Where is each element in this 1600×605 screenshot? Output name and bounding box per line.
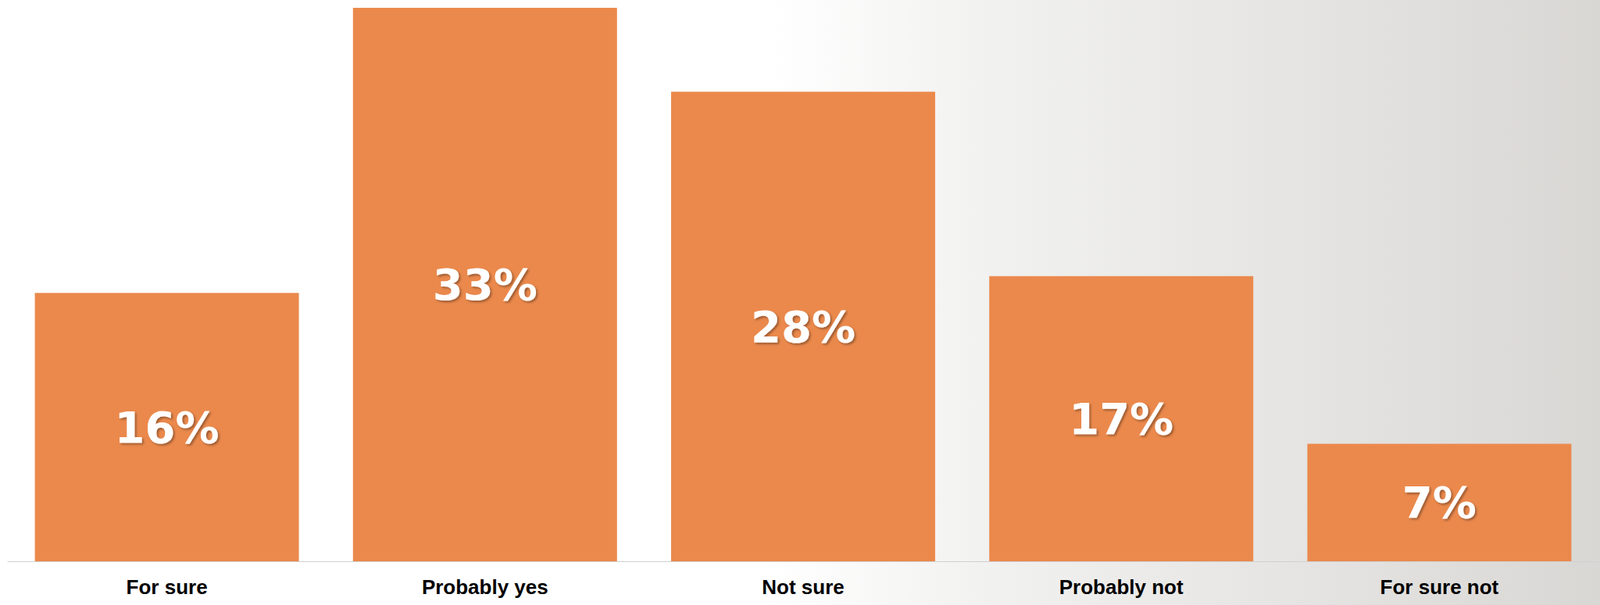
svg-text:For sure: For sure (126, 575, 208, 600)
svg-text:Probably yes: Probably yes (421, 575, 549, 600)
svg-text:17%: 17% (1068, 393, 1174, 445)
svg-text:For sure not: For sure not (1380, 575, 1500, 600)
svg-text:Probably not: Probably not (1059, 575, 1184, 600)
svg-text:Not sure: Not sure (761, 575, 844, 600)
svg-text:28%: 28% (750, 301, 856, 353)
svg-text:7%: 7% (1402, 477, 1477, 529)
svg-text:16%: 16% (114, 402, 220, 454)
svg-text:33%: 33% (432, 259, 538, 311)
